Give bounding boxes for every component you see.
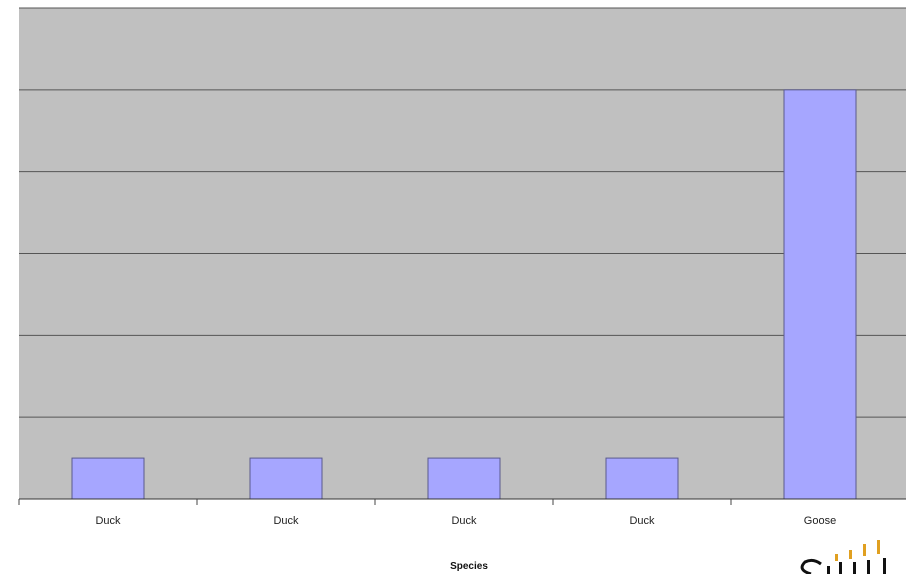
x-ticks <box>18 499 732 505</box>
x-tick-label: Duck <box>273 515 299 527</box>
bar <box>427 457 501 500</box>
x-tick-label: Duck <box>95 515 121 527</box>
x-tick-label: Goose <box>804 515 836 527</box>
x-tick-labels: Duck Duck Duck Duck Goose <box>95 515 836 527</box>
gridlines <box>19 7 906 418</box>
bar <box>783 89 857 500</box>
watermark-logo <box>800 540 886 574</box>
bar <box>71 457 145 500</box>
bar <box>605 457 679 500</box>
x-tick-label: Duck <box>629 515 655 527</box>
x-axis-title: Species <box>450 561 488 572</box>
bars <box>71 89 857 500</box>
x-tick-label: Duck <box>451 515 477 527</box>
bar <box>249 457 323 500</box>
